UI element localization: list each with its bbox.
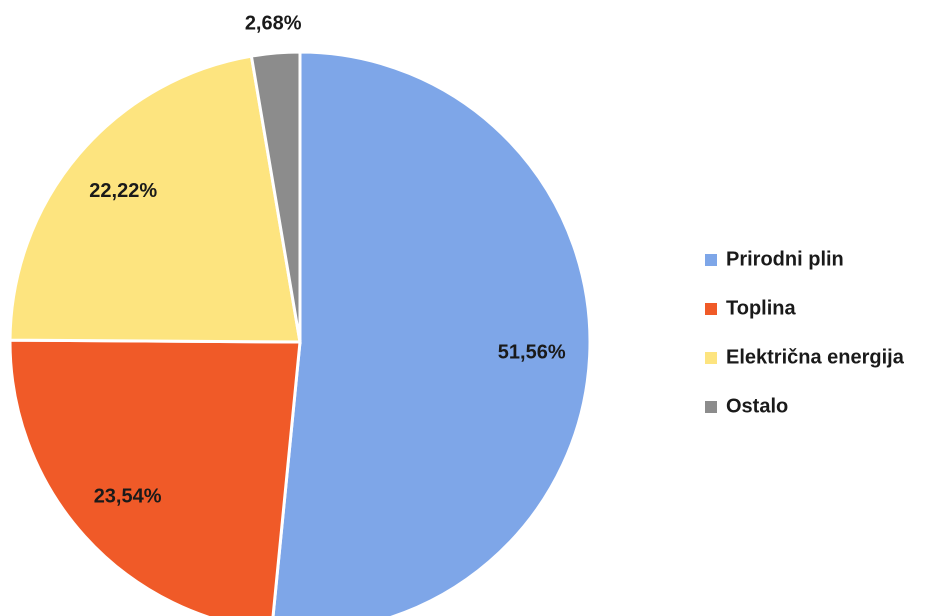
legend-swatch xyxy=(705,352,717,364)
legend-label: Ostalo xyxy=(726,395,788,417)
legend-swatch xyxy=(705,401,717,413)
data-label: 51,56% xyxy=(498,342,566,364)
pie-slice xyxy=(8,54,302,344)
pie-slice xyxy=(271,50,592,616)
legend-label: Električna energija xyxy=(726,346,905,368)
legend-swatch xyxy=(705,254,717,266)
data-label: 22,22% xyxy=(89,180,157,202)
legend-label: Toplina xyxy=(726,297,796,319)
data-label: 2,68% xyxy=(245,12,302,34)
legend-label: Prirodni plin xyxy=(726,248,844,270)
data-label: 23,54% xyxy=(94,486,162,508)
pie-slice xyxy=(249,50,302,343)
pie-slice xyxy=(8,338,302,616)
legend-swatch xyxy=(705,303,717,315)
